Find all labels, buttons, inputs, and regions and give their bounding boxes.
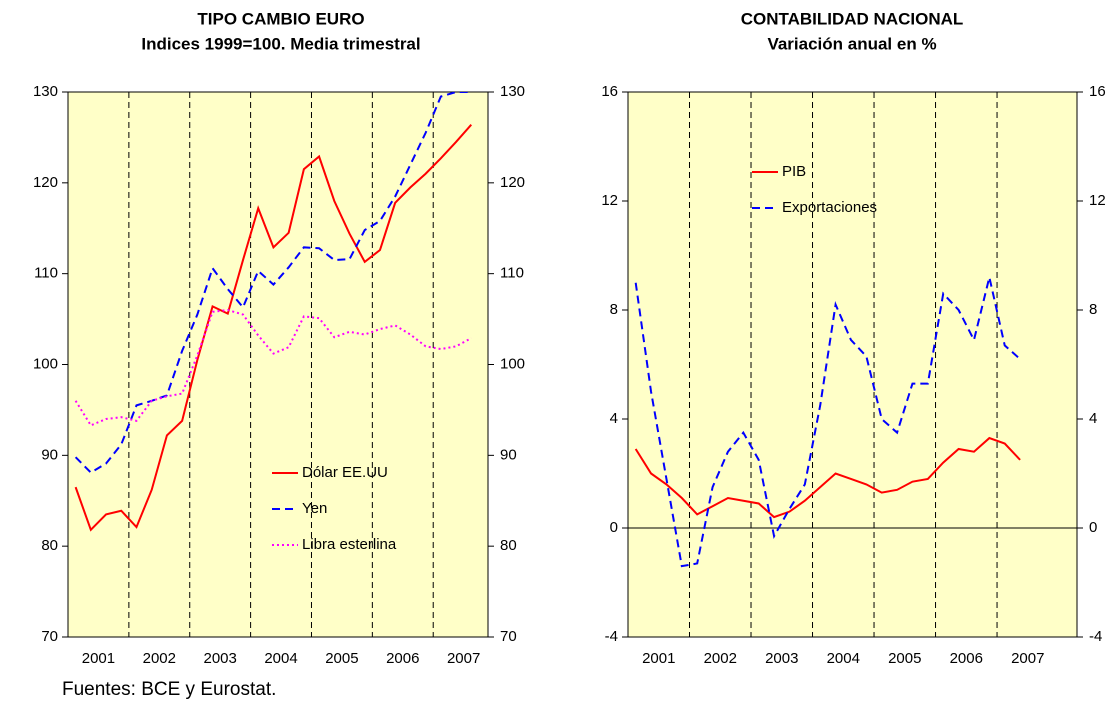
x-tick-label: 2005 <box>325 650 358 667</box>
x-tick-label: 2003 <box>765 650 798 667</box>
y-tick-label: -4 <box>605 628 618 645</box>
chart-title: CONTABILIDAD NACIONAL <box>741 9 964 28</box>
y2-tick-label: 8 <box>1089 301 1097 318</box>
y-tick-label: 4 <box>610 410 618 427</box>
y-tick-label: 90 <box>41 446 58 463</box>
y-tick-label: 70 <box>41 628 58 645</box>
y2-tick-label: 0 <box>1089 519 1097 536</box>
legend-label: Exportaciones <box>782 199 877 216</box>
y2-tick-label: 130 <box>500 83 525 100</box>
legend-label: Dólar EE.UU <box>302 464 388 481</box>
legend-label: Libra esterlina <box>302 536 397 553</box>
y2-tick-label: 100 <box>500 355 525 372</box>
y-tick-label: 16 <box>601 83 618 100</box>
y2-tick-label: 110 <box>500 265 524 282</box>
y2-tick-label: -4 <box>1089 628 1102 645</box>
x-tick-label: 2006 <box>950 650 983 667</box>
y-tick-label: 120 <box>33 174 58 191</box>
x-tick-label: 2003 <box>203 650 236 667</box>
chart-subtitle: Indices 1999=100. Media trimestral <box>141 34 420 53</box>
x-tick-label: 2004 <box>264 650 297 667</box>
y2-tick-label: 12 <box>1089 192 1106 209</box>
y2-tick-label: 16 <box>1089 83 1106 100</box>
y-tick-label: 110 <box>34 265 58 282</box>
source: Fuentes: BCE y Eurostat. <box>62 679 276 700</box>
x-tick-label: 2004 <box>827 650 860 667</box>
y2-tick-label: 4 <box>1089 410 1097 427</box>
series-line <box>74 308 472 427</box>
x-tick-label: 2007 <box>447 650 480 667</box>
y-tick-label: 80 <box>41 537 58 554</box>
y-tick-label: 8 <box>610 301 618 318</box>
x-tick-label: 2002 <box>143 650 176 667</box>
plot-frame <box>627 91 1078 638</box>
series-line <box>74 124 473 532</box>
x-tick-label: 2001 <box>642 650 675 667</box>
x-tick-label: 2007 <box>1011 650 1044 667</box>
series-line <box>74 92 472 474</box>
series-group <box>634 277 1021 568</box>
legend-label: Yen <box>302 500 327 517</box>
x-tick-label: 2002 <box>704 650 737 667</box>
y-tick-label: 0 <box>610 519 618 536</box>
y-tick-label: 12 <box>601 192 618 209</box>
y-tick-label: 100 <box>33 355 58 372</box>
y2-tick-label: 120 <box>500 174 525 191</box>
x-tick-label: 2006 <box>386 650 419 667</box>
series-line <box>634 436 1021 519</box>
y2-tick-label: 90 <box>500 446 517 463</box>
series-group <box>74 92 473 532</box>
y2-tick-label: 70 <box>500 628 517 645</box>
plot-area <box>68 92 488 637</box>
legend-label: PIB <box>782 163 806 180</box>
x-tick-label: 2001 <box>82 650 115 667</box>
plot-area <box>628 92 1077 637</box>
chart-subtitle: Variación anual en % <box>767 34 936 53</box>
series-line <box>634 277 1021 568</box>
x-tick-label: 2005 <box>888 650 921 667</box>
y2-tick-label: 80 <box>500 537 517 554</box>
y-tick-label: 130 <box>33 83 58 100</box>
chart-title: TIPO CAMBIO EURO <box>197 9 364 28</box>
